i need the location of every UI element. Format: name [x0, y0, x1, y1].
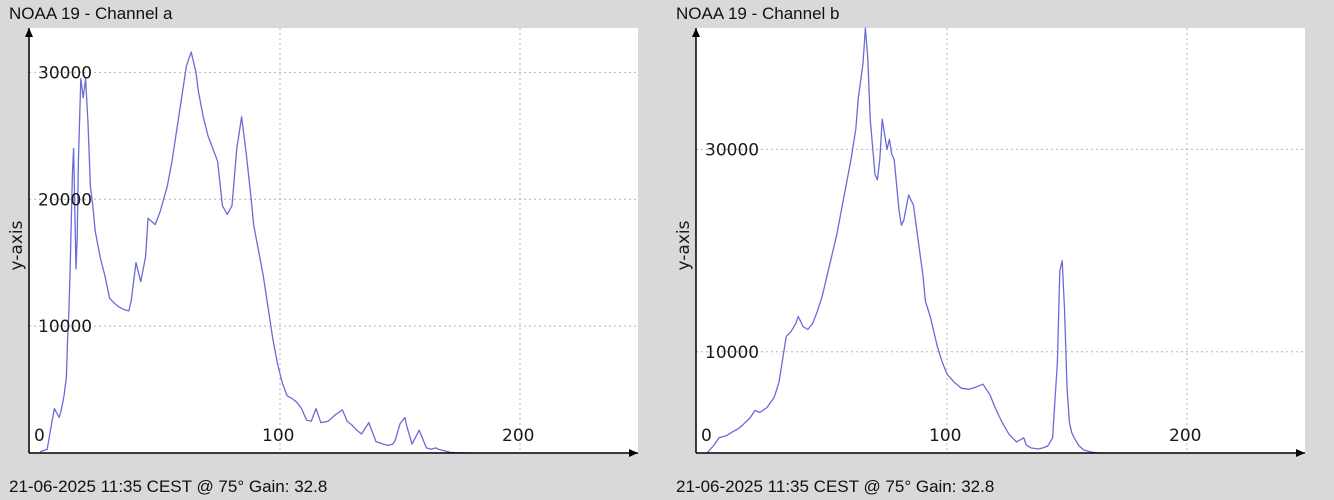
- y-axis-arrow: [25, 28, 33, 37]
- y-tick-label: 10000: [705, 343, 759, 363]
- chart-panel-channel-b: NOAA 19 - Channel b 0 100 200 10000 30000 y-a…: [667, 0, 1334, 500]
- series-line: [39, 51, 472, 454]
- x-tick-label: 0: [34, 426, 45, 446]
- series-line: [706, 27, 1103, 454]
- x-tick-label: 100: [929, 426, 961, 446]
- y-tick-label: 20000: [38, 190, 92, 210]
- chart-a: 0 100 200 10000 20000 30000 y-axis: [7, 28, 638, 457]
- timestamp-gain-readout: 21-06-2025 11:35 CEST @ 75° Gain: 32.8: [9, 477, 328, 496]
- y-tick-label: 30000: [705, 140, 759, 160]
- x-axis-arrow: [629, 449, 638, 457]
- plot-area: [696, 28, 1305, 453]
- chart-title: NOAA 19 - Channel b: [676, 4, 840, 23]
- y-axis-label: y-axis: [7, 220, 27, 270]
- chart-title: NOAA 19 - Channel a: [9, 4, 173, 23]
- x-axis-arrow: [1296, 449, 1305, 457]
- chart-b: 0 100 200 10000 30000 y-axis: [674, 27, 1305, 457]
- y-tick-label: 30000: [38, 63, 92, 83]
- plot-area: [29, 28, 638, 453]
- y-axis-arrow: [692, 28, 700, 37]
- y-axis-label: y-axis: [674, 220, 694, 270]
- chart-panel-channel-a: NOAA 19 - Channel a 0 100 200 10000 20000 300…: [7, 4, 638, 496]
- x-tick-label: 200: [1169, 426, 1201, 446]
- y-tick-label: 10000: [38, 317, 92, 337]
- timestamp-gain-readout: 21-06-2025 11:35 CEST @ 75° Gain: 32.8: [676, 477, 995, 496]
- x-tick-label: 0: [701, 426, 712, 446]
- x-tick-label: 100: [262, 426, 294, 446]
- x-tick-label: 200: [502, 426, 534, 446]
